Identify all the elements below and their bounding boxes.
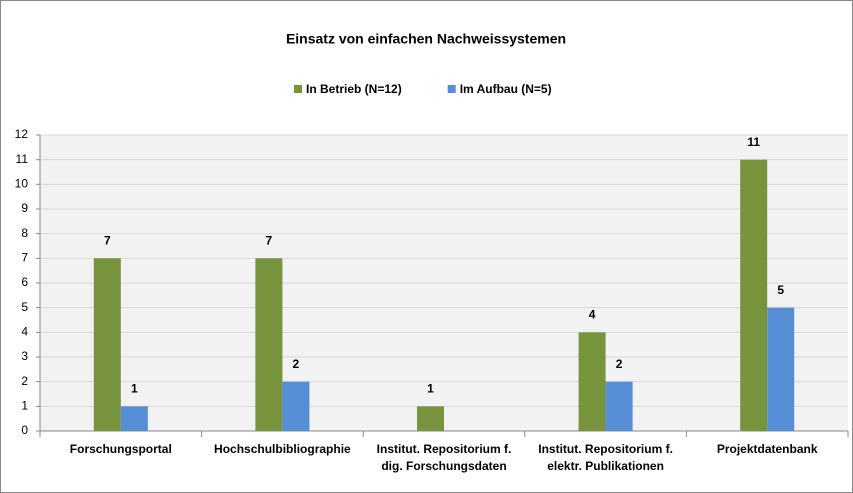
- data-label: 2: [616, 357, 623, 371]
- data-label: 7: [266, 234, 273, 248]
- bar: [255, 258, 283, 431]
- bar: [93, 258, 121, 431]
- legend-swatch: [294, 85, 302, 93]
- y-tick-label: 2: [21, 374, 28, 388]
- y-tick-label: 0: [21, 423, 28, 437]
- y-tick-label: 12: [15, 127, 29, 141]
- bar: [740, 159, 768, 431]
- y-tick-label: 11: [16, 152, 29, 166]
- data-label: 2: [293, 357, 300, 371]
- y-tick-label: 1: [21, 399, 28, 413]
- legend-swatch: [447, 85, 456, 93]
- x-tick-label: Institut. Repositorium f. dig. Forschung…: [376, 442, 512, 473]
- legend-label: In Betrieb (N=12): [306, 82, 402, 96]
- x-tick-label: Hochschulbibliographie: [214, 442, 351, 456]
- data-label: 1: [131, 382, 138, 396]
- data-label: 7: [104, 234, 111, 248]
- y-tick-label: 5: [21, 300, 28, 314]
- data-label: 5: [777, 283, 784, 297]
- y-tick-label: 9: [21, 201, 28, 215]
- y-tick-label: 4: [21, 325, 28, 339]
- data-label: 4: [589, 308, 596, 322]
- bar: [417, 406, 444, 431]
- x-tick-label: Forschungsportal: [69, 442, 172, 456]
- x-tick-label: Projektdatenbank: [716, 442, 818, 456]
- bar: [767, 307, 795, 431]
- y-tick-label: 3: [21, 349, 28, 363]
- x-tick-label: Institut. Repositorium f. elektr. Publik…: [538, 442, 673, 473]
- y-tick-label: 6: [21, 275, 28, 289]
- data-label: 1: [427, 382, 434, 396]
- bar: [282, 381, 310, 431]
- legend-label: Im Aufbau (N=5): [460, 82, 552, 96]
- bar: [120, 406, 148, 431]
- bar: [578, 332, 606, 431]
- y-tick-label: 7: [21, 251, 28, 265]
- data-label: 11: [747, 135, 760, 149]
- y-tick-label: 8: [21, 226, 28, 240]
- chart-title: Einsatz von einfachen Nachweissystemen: [286, 31, 566, 47]
- bar: [605, 381, 633, 431]
- y-tick-label: 10: [15, 177, 29, 191]
